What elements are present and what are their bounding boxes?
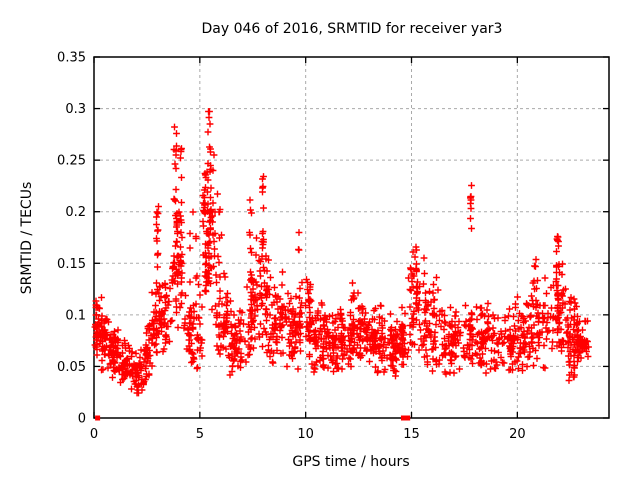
x-tick-label: 10 xyxy=(297,427,314,442)
y-tick-label: 0 xyxy=(78,412,86,427)
scatter-points xyxy=(91,108,592,421)
zero-value-marker xyxy=(95,415,101,421)
y-tick-label: 0.15 xyxy=(57,257,86,272)
x-tick-label: 15 xyxy=(403,427,420,442)
y-tick-label: 0.1 xyxy=(65,308,86,323)
zero-value-marker xyxy=(400,415,406,421)
y-tick-label: 0.05 xyxy=(57,360,86,375)
plot-frame-and-ticks xyxy=(93,56,610,419)
y-tick-label: 0.3 xyxy=(65,102,86,117)
x-axis-label: GPS time / hours xyxy=(292,454,409,470)
zero-value-marker xyxy=(405,415,411,421)
x-tick-label: 5 xyxy=(196,427,204,442)
chart-title: Day 046 of 2016, SRMTID for receiver yar… xyxy=(202,21,503,37)
y-axis-label: SRMTID / TECUs xyxy=(19,182,35,295)
scatter-plus-markers xyxy=(91,108,592,397)
x-tick-label: 20 xyxy=(509,427,526,442)
tick-labels: 0 5 10 15 20 0 0.05 0.1 0.15 0.2 0.25 0.3 0.35 xyxy=(57,51,526,443)
x-tick-label: 0 xyxy=(90,427,98,442)
y-tick-label: 0.2 xyxy=(65,205,86,220)
y-tick-label: 0.35 xyxy=(57,51,86,66)
y-tick-label: 0.25 xyxy=(57,154,86,169)
